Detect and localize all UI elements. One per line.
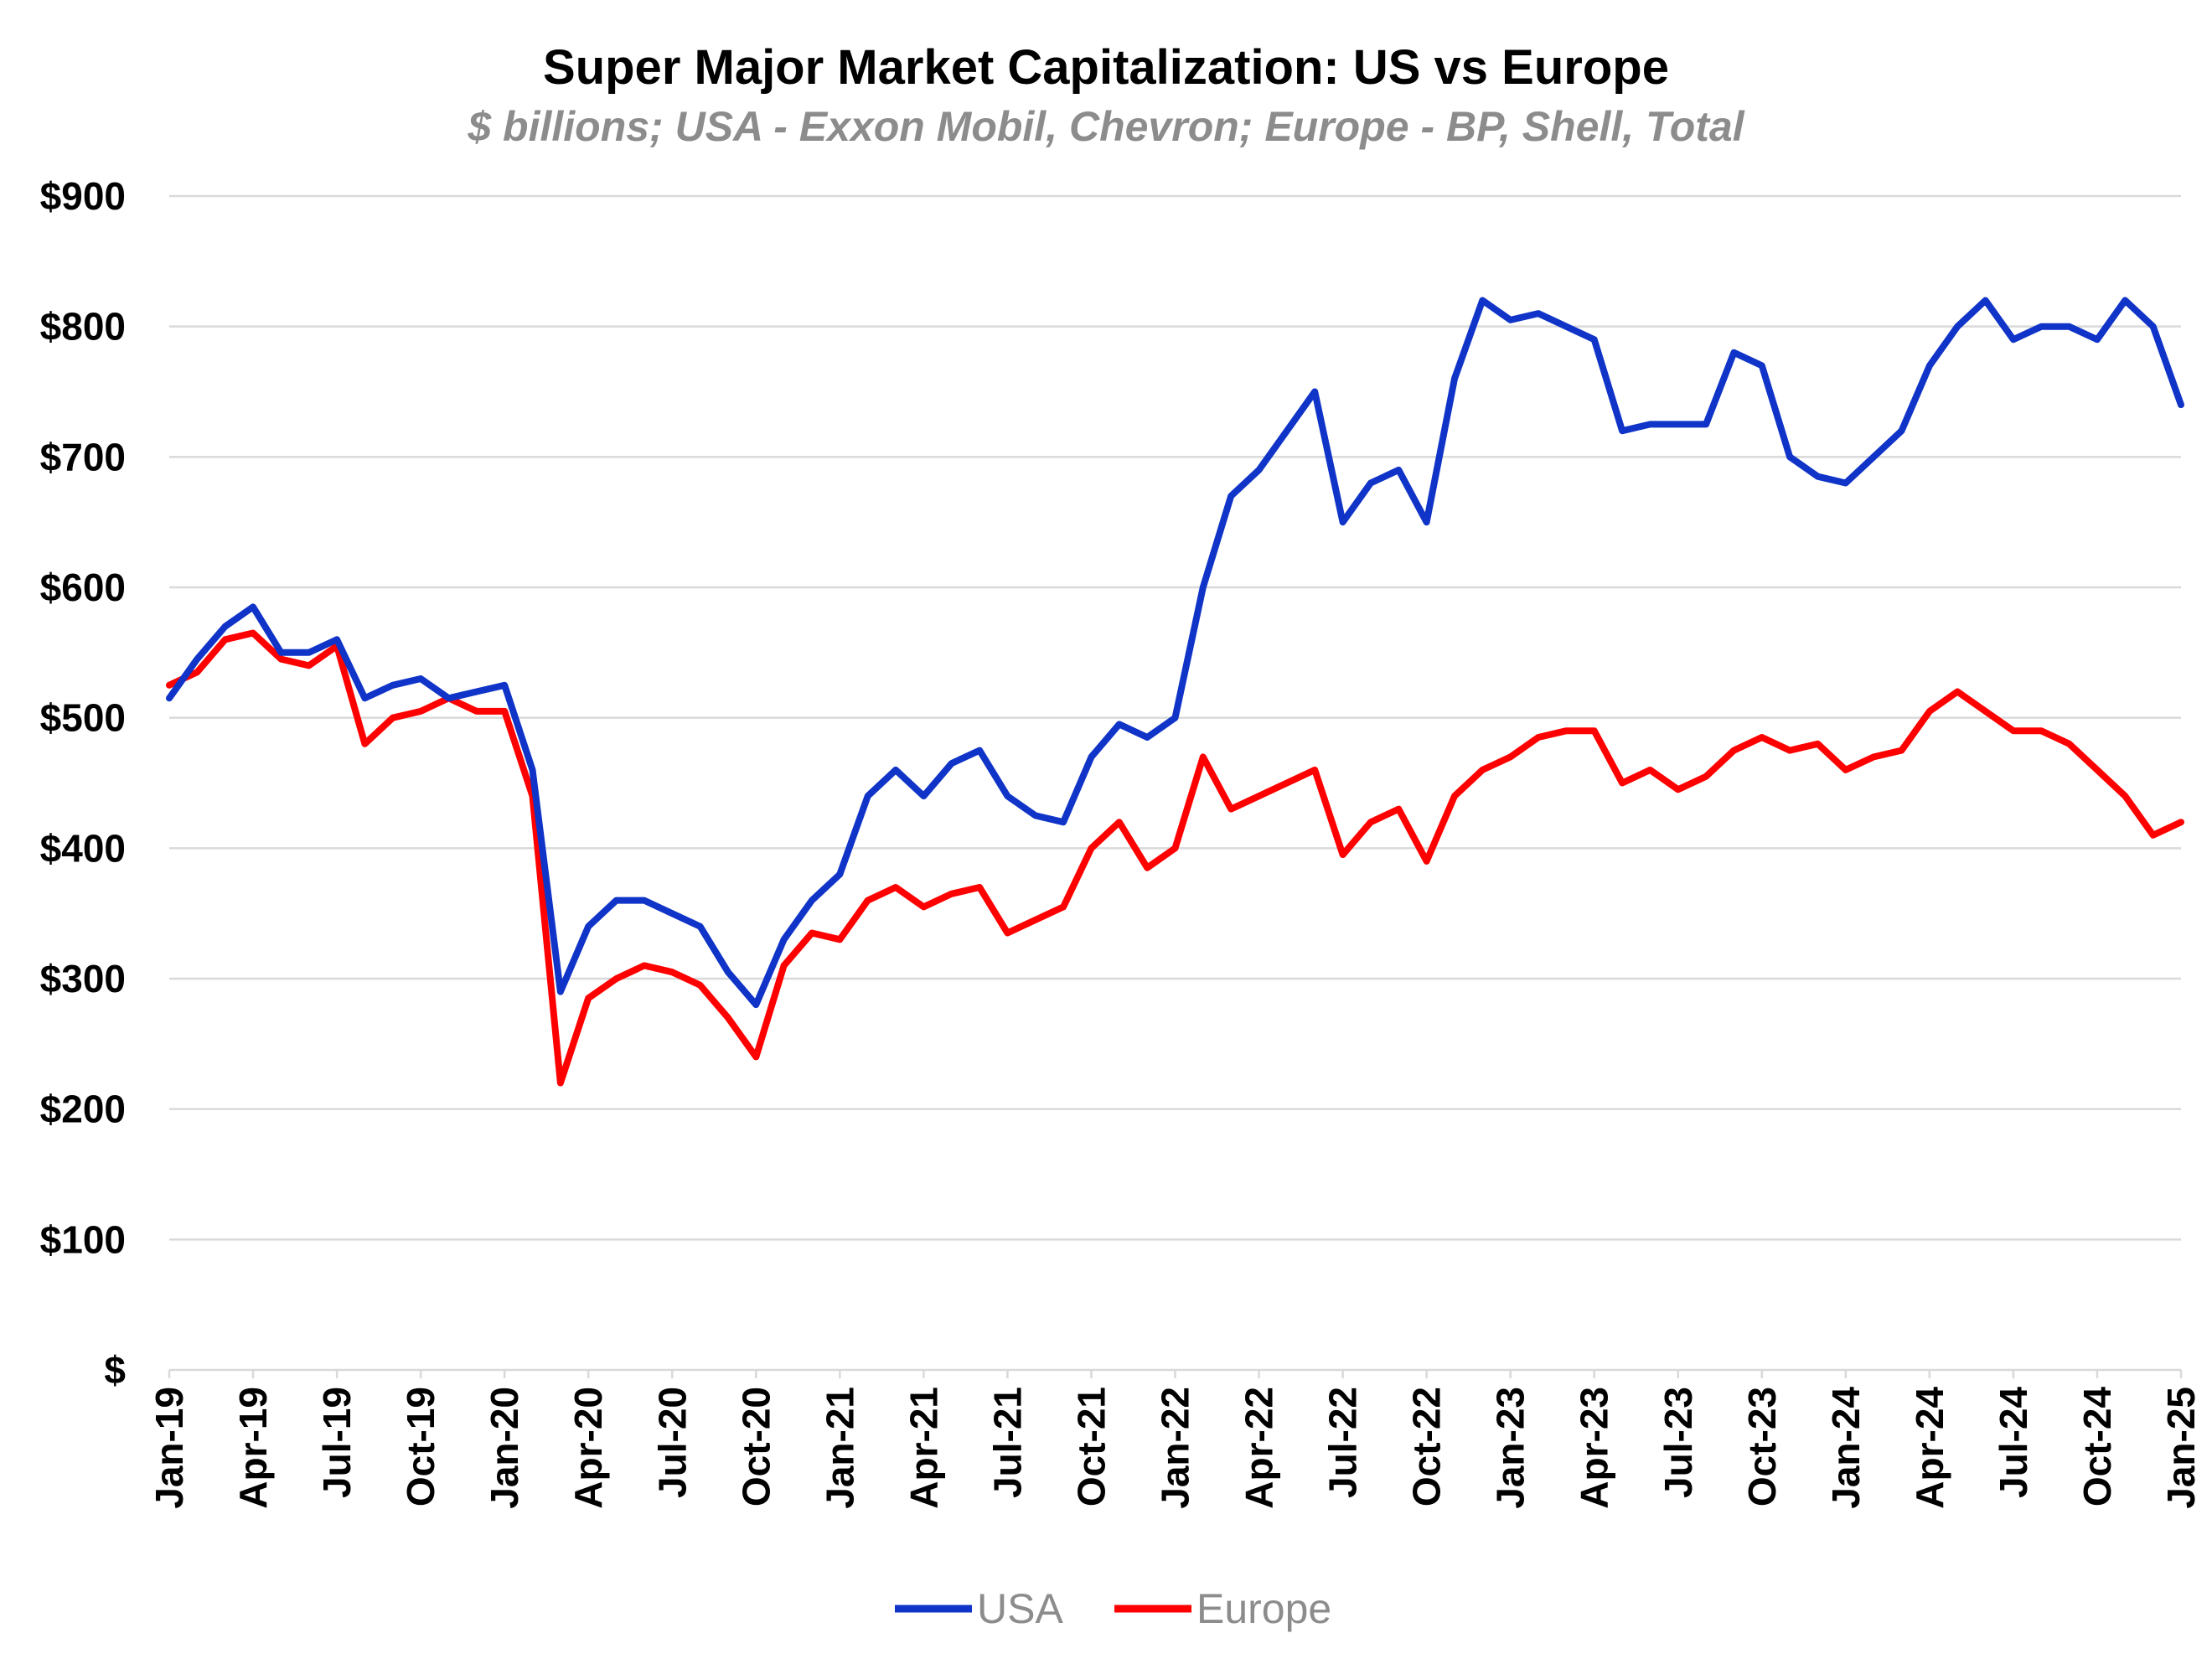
x-tick-label: Oct-22 — [1405, 1387, 1449, 1507]
y-tick-label: $100 — [40, 1217, 126, 1261]
x-tick-label: Jul-22 — [1321, 1387, 1365, 1498]
x-tick-label: Jan-25 — [2159, 1387, 2203, 1509]
x-tick-label: Jul-19 — [315, 1387, 359, 1498]
series-line-europe — [166, 629, 2184, 1087]
y-axis-ticks: $ $100 $200 $300 $400 $500 $600 $700 $800 $900 — [40, 174, 126, 1392]
x-tick-label: Jul-24 — [1992, 1387, 2035, 1498]
x-tick-label: Apr-21 — [902, 1387, 945, 1509]
legend-label-usa: USA — [977, 1585, 1063, 1632]
x-tick-label: Jul-21 — [985, 1387, 1029, 1498]
x-tick-label: Apr-20 — [566, 1387, 610, 1509]
x-tick-label: Oct-19 — [399, 1387, 442, 1507]
x-tick-label: Oct-23 — [1740, 1387, 1784, 1507]
x-tick-label: Jul-20 — [650, 1387, 694, 1498]
series-line-usa — [166, 297, 2184, 1009]
chart-title: Super Major Market Capitalization: US vs… — [543, 40, 1669, 95]
x-tick-label: Jan-23 — [1489, 1387, 1532, 1509]
y-tick-label: $ — [104, 1348, 126, 1392]
y-tick-label: $900 — [40, 174, 126, 218]
series-lines — [166, 297, 2184, 1087]
x-tick-label: Apr-19 — [231, 1387, 275, 1509]
y-tick-label: $300 — [40, 957, 126, 1000]
gridlines — [169, 194, 2181, 1372]
y-tick-label: $800 — [40, 305, 126, 349]
x-tick-label: Oct-20 — [734, 1387, 778, 1507]
x-tick-label: Jan-24 — [1824, 1387, 1868, 1509]
x-tick-label: Jan-19 — [147, 1387, 191, 1509]
x-tick-label: Apr-24 — [1908, 1387, 1951, 1509]
x-tick-label: Jan-22 — [1154, 1387, 1197, 1509]
y-tick-label: $700 — [40, 435, 126, 478]
y-tick-label: $500 — [40, 696, 126, 740]
y-tick-label: $400 — [40, 826, 126, 870]
x-tick-label: Jan-21 — [818, 1387, 861, 1509]
x-tick-label: Jan-20 — [483, 1387, 526, 1509]
x-tick-label: Oct-24 — [2075, 1387, 2119, 1507]
x-axis-ticks: Jan-19 Apr-19 Jul-19 Oct-19 Jan-20 Apr-20 Jul-… — [147, 1370, 2203, 1509]
legend-label-europe: Europe — [1196, 1585, 1331, 1632]
x-tick-label: Apr-22 — [1238, 1387, 1281, 1509]
y-tick-label: $600 — [40, 566, 126, 609]
y-tick-label: $200 — [40, 1088, 126, 1131]
x-tick-label: Oct-21 — [1069, 1387, 1113, 1507]
x-tick-label: Apr-23 — [1573, 1387, 1616, 1509]
chart-subtitle: $ billions; USA - Exxon Mobil, Chevron; … — [467, 103, 1744, 150]
x-tick-label: Jul-23 — [1656, 1387, 1700, 1498]
legend: USA Europe — [895, 1585, 1331, 1632]
